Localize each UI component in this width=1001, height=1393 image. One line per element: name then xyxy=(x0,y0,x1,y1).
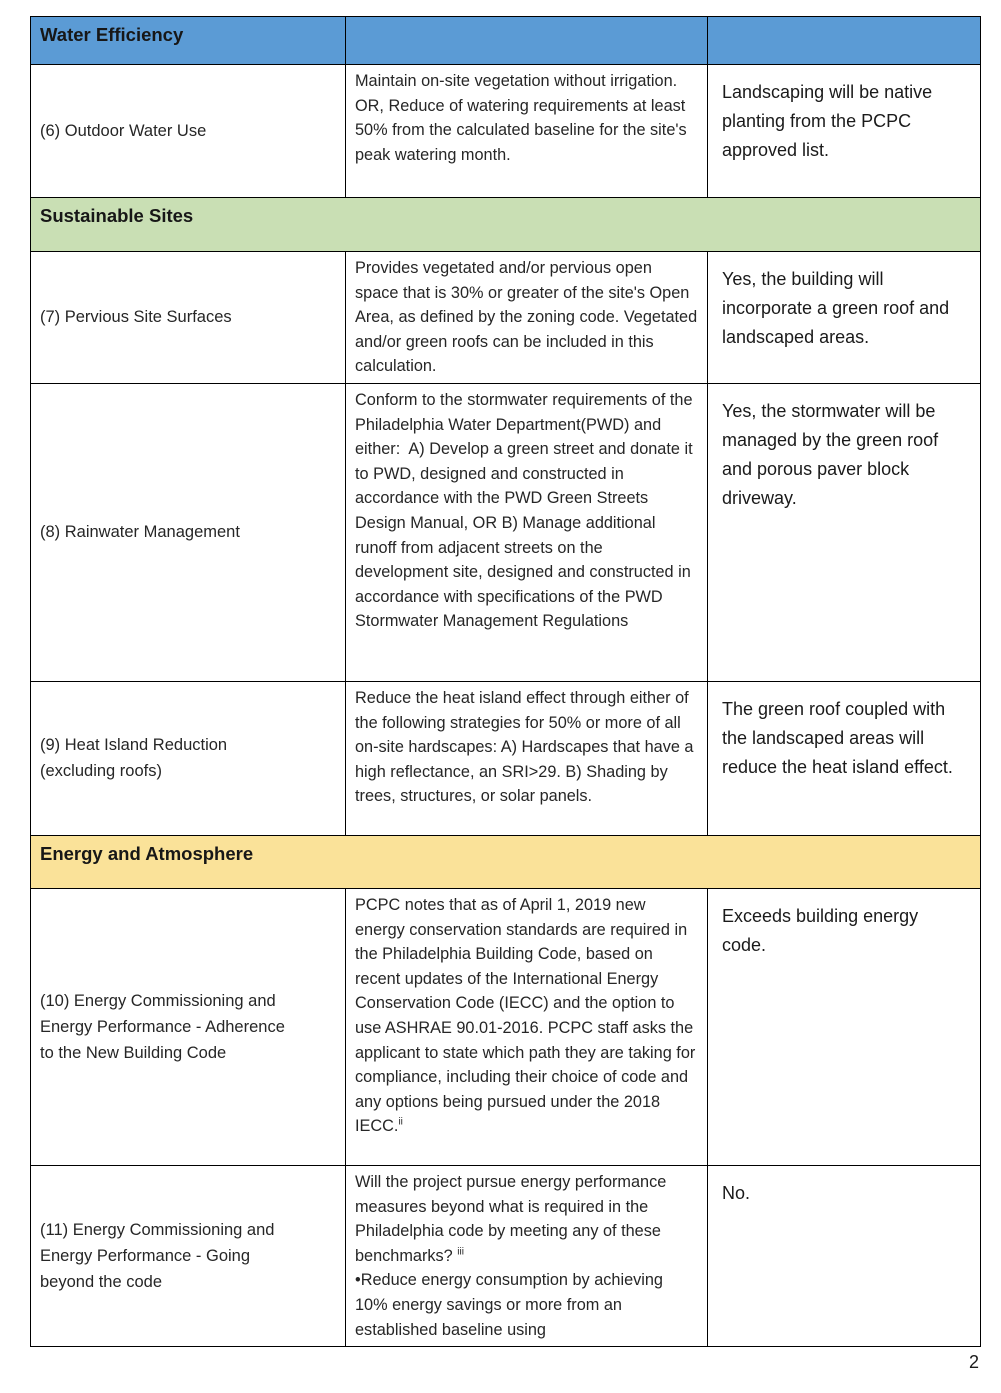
response-cell: Landscaping will be native planting from… xyxy=(707,64,981,198)
footnote-ref-ii: ii xyxy=(398,1116,403,1128)
requirement-text: Will the project pursue energy performan… xyxy=(355,1172,671,1265)
requirement-text: Provides vegetated and/or pervious open … xyxy=(355,259,702,376)
section-title-text: Sustainable Sites xyxy=(40,205,194,226)
criterion-cell: (8) Rainwater Management xyxy=(30,382,346,682)
requirement-text: PCPC notes that as of April 1, 2019 new … xyxy=(355,895,700,1136)
section-title-energy-and-atmosphere: Energy and Atmosphere xyxy=(30,834,981,889)
criterion-cell: (6) Outdoor Water Use xyxy=(30,64,346,198)
criterion-cell: (7) Pervious Site Surfaces xyxy=(30,251,346,384)
response-text: No. xyxy=(722,1182,751,1203)
criterion-cell: (11) Energy Commissioning and Energy Per… xyxy=(30,1164,346,1348)
criterion-text: (6) Outdoor Water Use xyxy=(40,122,207,140)
requirement-cell: Will the project pursue energy performan… xyxy=(345,1164,708,1348)
section-title-text: Energy and Atmosphere xyxy=(40,842,254,864)
section-header-row-energy-and-atmosphere: Energy and Atmosphere xyxy=(30,834,981,889)
criterion-cell: (10) Energy Commissioning and Energy Per… xyxy=(30,887,346,1166)
table-row: (6) Outdoor Water Use Maintain on-site v… xyxy=(30,64,981,198)
section-header-row-water-efficiency: Water Efficiency xyxy=(30,16,981,65)
section-title-water-efficiency: Water Efficiency xyxy=(30,16,346,65)
section-title-sustainable-sites: Sustainable Sites xyxy=(30,197,981,252)
requirement-text: Maintain on-site vegetation without irri… xyxy=(355,72,692,164)
response-cell: No. xyxy=(707,1164,981,1348)
table-row: (7) Pervious Site Surfaces Provides vege… xyxy=(30,251,981,384)
response-text: The green roof coupled with the landscap… xyxy=(722,698,953,777)
requirement-cell: Maintain on-site vegetation without irri… xyxy=(345,64,708,198)
response-text: Yes, the stormwater will be managed by t… xyxy=(722,400,939,508)
page-number: 2 xyxy=(968,1352,979,1372)
table-row: (11) Energy Commissioning and Energy Per… xyxy=(30,1164,981,1348)
requirement-text: Conform to the stormwater requirements o… xyxy=(355,390,698,631)
table-row: (10) Energy Commissioning and Energy Per… xyxy=(30,887,981,1166)
requirement-cell: Provides vegetated and/or pervious open … xyxy=(345,251,708,384)
criterion-text: (9) Heat Island Reduction (excluding roo… xyxy=(40,736,228,781)
requirement-cell: Conform to the stormwater requirements o… xyxy=(345,382,708,682)
requirement-text: Reduce the heat island effect through ei… xyxy=(355,688,699,806)
response-text: Yes, the building will incorporate a gre… xyxy=(722,269,950,347)
response-cell: Yes, the stormwater will be managed by t… xyxy=(707,382,981,682)
footnote-ref-iii: iii xyxy=(457,1246,464,1258)
response-text: Exceeds building energy code. xyxy=(722,905,919,955)
criterion-cell: (9) Heat Island Reduction (excluding roo… xyxy=(30,680,346,836)
requirement-cell: PCPC notes that as of April 1, 2019 new … xyxy=(345,887,708,1166)
criterion-text: (10) Energy Commissioning and Energy Per… xyxy=(40,991,285,1062)
criterion-text: (7) Pervious Site Surfaces xyxy=(40,308,232,327)
section-header-row-sustainable-sites: Sustainable Sites xyxy=(30,197,981,252)
table-row: (9) Heat Island Reduction (excluding roo… xyxy=(30,680,981,836)
criterion-text: (8) Rainwater Management xyxy=(40,523,240,542)
requirement-bullet-text: •Reduce energy consumption by achieving … xyxy=(355,1271,668,1339)
green-building-criteria-table: Water Efficiency (6) Outdoor Water Use M… xyxy=(30,16,981,1348)
section-header-spacer-cell xyxy=(707,16,981,65)
response-cell: The green roof coupled with the landscap… xyxy=(707,680,981,836)
table-row: (8) Rainwater Management Conform to the … xyxy=(30,382,981,682)
response-cell: Yes, the building will incorporate a gre… xyxy=(707,251,981,384)
criterion-text: (11) Energy Commissioning and Energy Per… xyxy=(40,1221,275,1292)
response-text: Landscaping will be native planting from… xyxy=(722,82,933,160)
section-title-text: Water Efficiency xyxy=(40,24,184,45)
requirement-cell: Reduce the heat island effect through ei… xyxy=(345,680,708,836)
section-header-spacer-cell xyxy=(345,16,708,65)
response-cell: Exceeds building energy code. xyxy=(707,887,981,1166)
